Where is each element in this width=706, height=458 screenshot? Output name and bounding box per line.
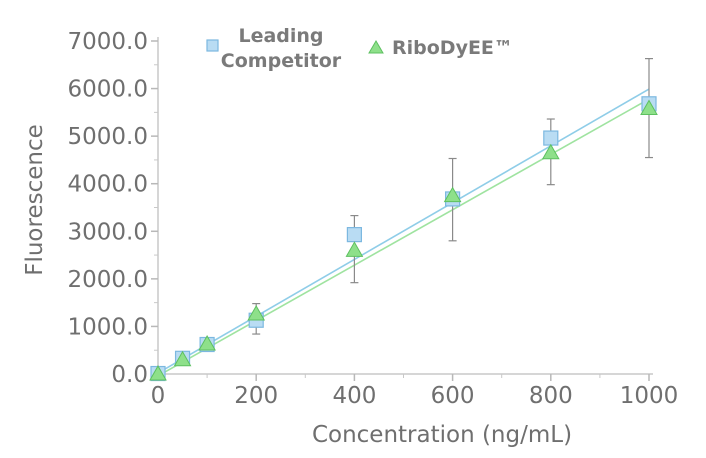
y-tick-label: 2000.0 <box>68 267 148 293</box>
y-axis-title: Fluorescence <box>22 124 48 276</box>
y-tick-label: 7000.0 <box>68 29 148 55</box>
y-tick-label: 4000.0 <box>68 172 148 198</box>
data-point-triangle <box>198 335 216 351</box>
y-tick-label: 1000.0 <box>68 314 148 340</box>
legend-label: Competitor <box>221 50 342 72</box>
x-tick-label: 800 <box>529 383 573 409</box>
y-tick-label: 6000.0 <box>68 77 148 103</box>
legend-label: Leading <box>238 25 323 47</box>
legend-label: RiboDyEE™ <box>392 37 513 59</box>
x-axis-title: Concentration (ng/mL) <box>312 422 572 448</box>
y-tick-label: 3000.0 <box>68 219 148 245</box>
x-tick-label: 400 <box>332 383 376 409</box>
data-point-square <box>346 227 362 243</box>
legend: Leading Competitor RiboDyEE™ <box>206 25 513 72</box>
data-point-triangle <box>149 364 167 381</box>
x-tick-label: 200 <box>234 383 278 409</box>
fit-line <box>157 98 650 377</box>
data-point-triangle <box>640 99 658 116</box>
data-point-square <box>543 130 559 146</box>
y-tick-label: 0.0 <box>111 362 148 388</box>
data-point-triangle <box>173 350 192 367</box>
data-point-triangle <box>247 305 266 321</box>
x-tick-label: 1000 <box>620 383 679 409</box>
data-points <box>149 96 658 382</box>
legend-marker-triangle <box>368 40 384 54</box>
axes: 0.0 1000.0 2000.0 3000.0 4000.0 5000.0 6000.0 7… <box>68 29 679 409</box>
data-point-triangle <box>345 241 364 257</box>
fit-lines <box>157 88 650 377</box>
fit-line <box>157 88 650 374</box>
x-tick-label: 600 <box>431 383 475 409</box>
data-point-triangle <box>443 186 462 203</box>
legend-marker-square <box>206 39 219 52</box>
x-tick-label: 0 <box>151 383 166 409</box>
data-point-triangle <box>541 143 560 160</box>
y-tick-label: 5000.0 <box>68 124 148 150</box>
